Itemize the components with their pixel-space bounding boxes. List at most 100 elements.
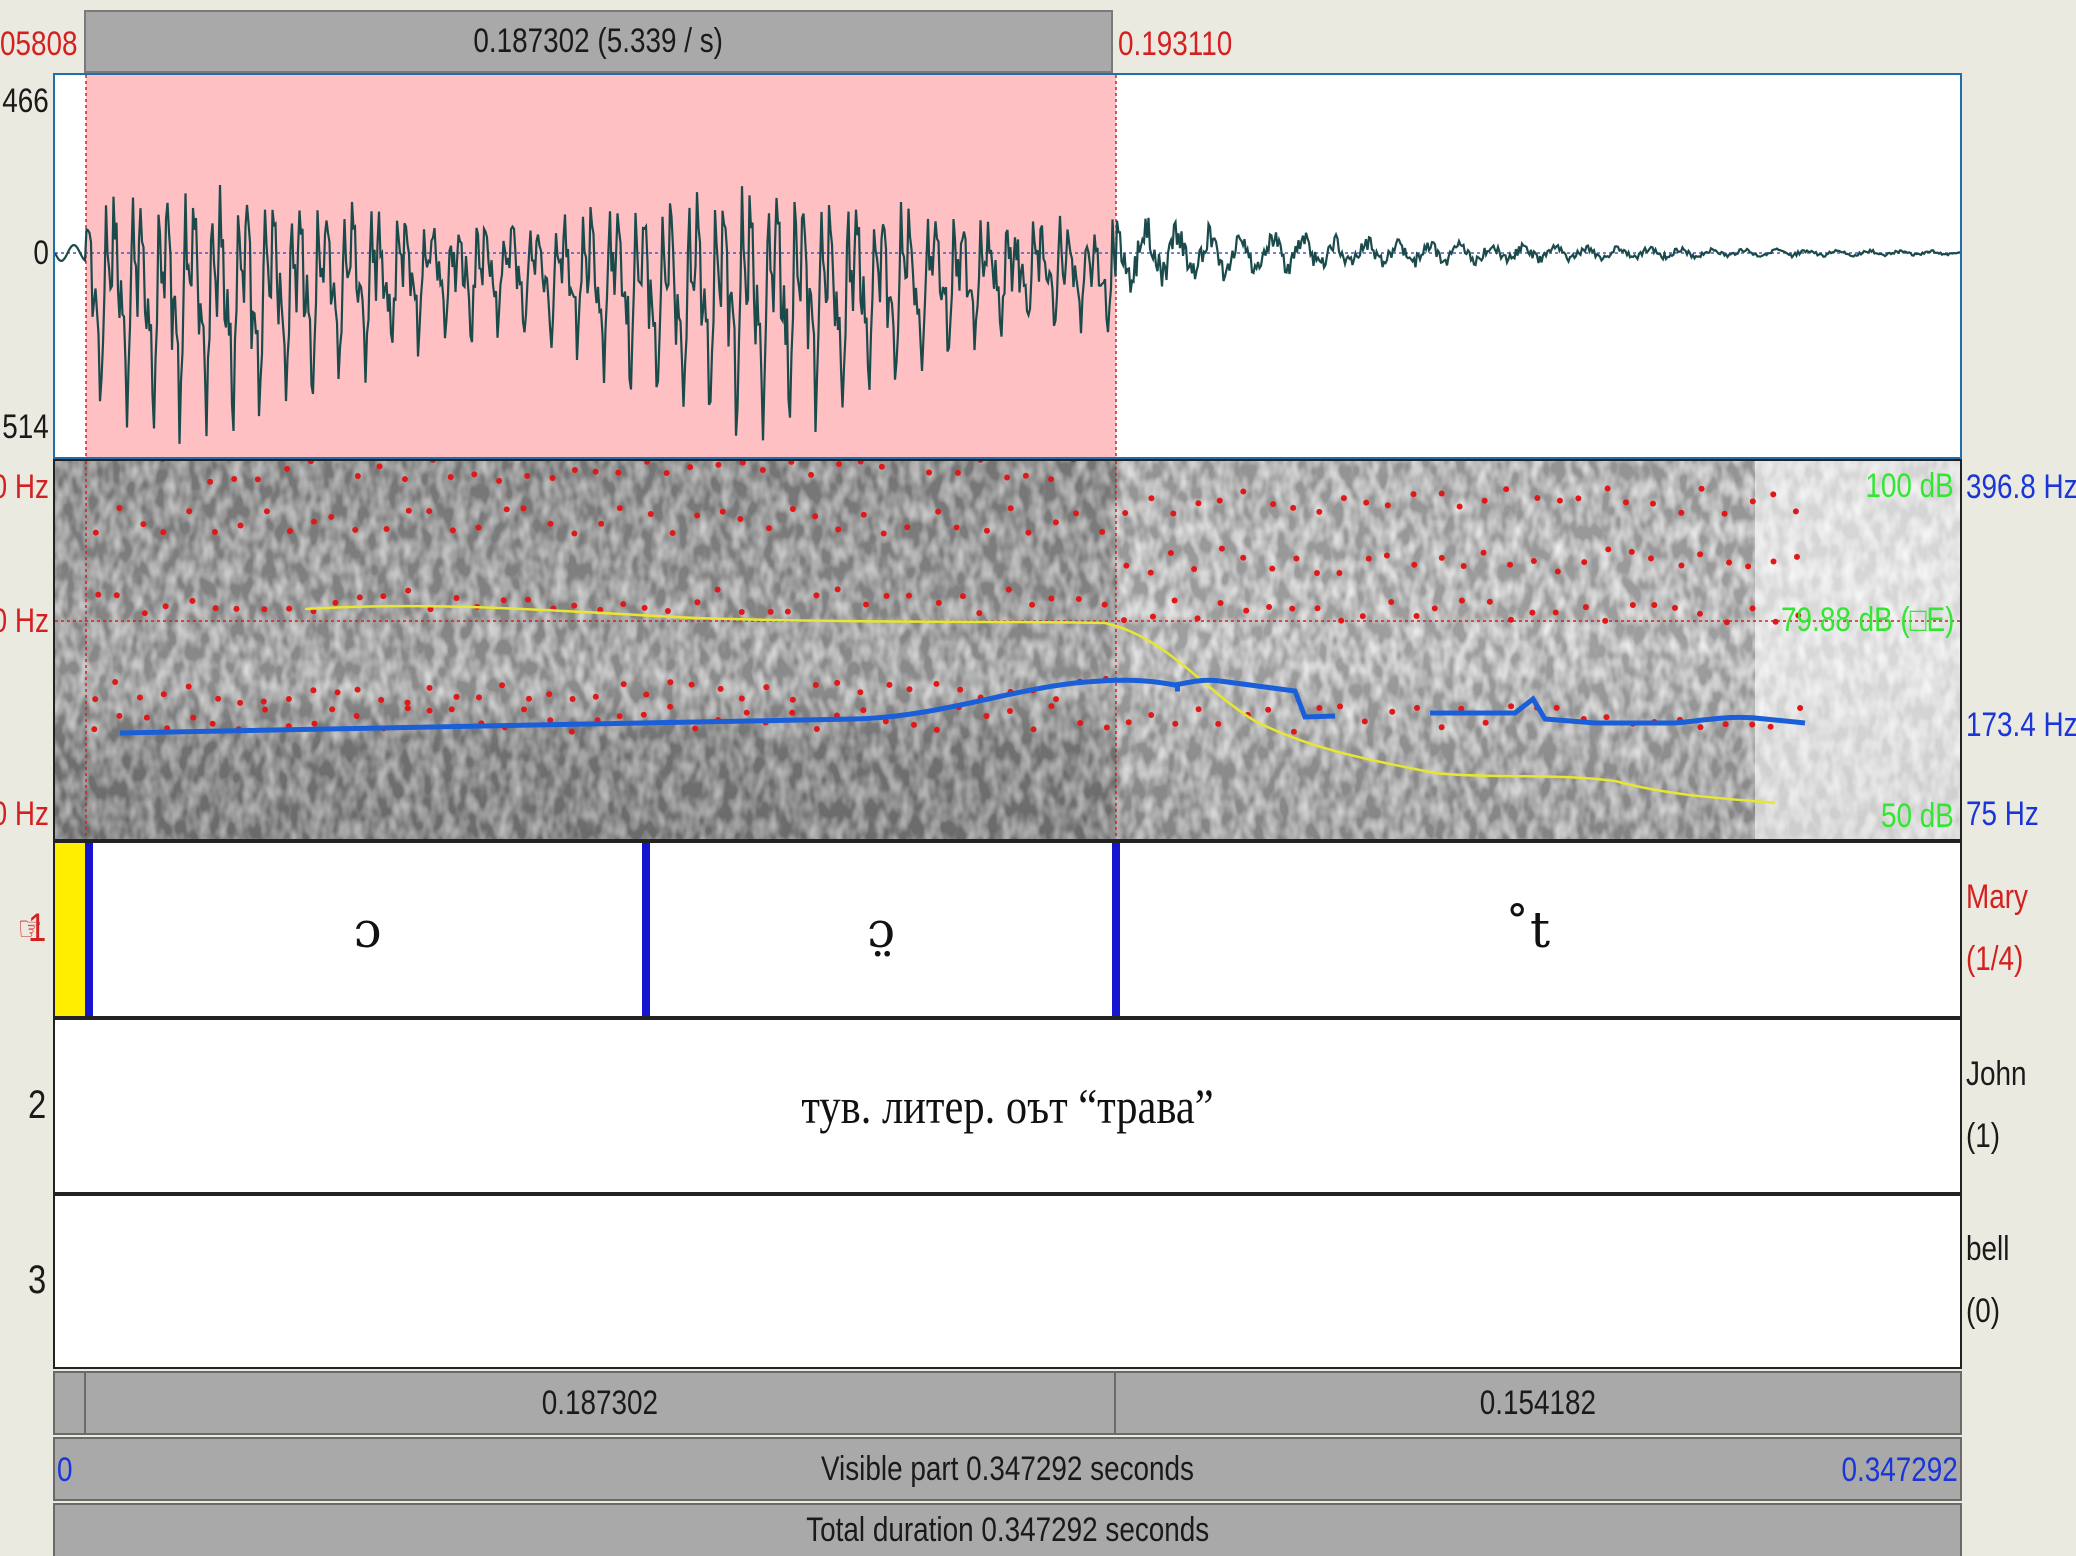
formant-dot [692, 725, 699, 732]
tier-1-boundary[interactable] [85, 843, 93, 1016]
formant-dot [1217, 599, 1224, 606]
formant-dot [1340, 495, 1347, 502]
formant-dot [1170, 510, 1177, 517]
formant-dot [286, 605, 293, 612]
formant-dot [880, 530, 887, 537]
formant-dot [694, 599, 701, 606]
formant-dot [1438, 490, 1445, 497]
formant-dot [1767, 723, 1774, 730]
formant-dot [1438, 724, 1445, 731]
formant-dot [329, 706, 336, 713]
formant-dot [287, 528, 294, 535]
formant-dot [405, 587, 412, 594]
formant-dot [906, 686, 913, 693]
formant-dot [1007, 707, 1014, 714]
formant-dot [185, 683, 192, 690]
tier-2-john[interactable]: тув. литер. оът “трава” [53, 1018, 1962, 1194]
formant-dot [694, 512, 701, 519]
formant-dot [1005, 586, 1012, 593]
formant-dot [935, 508, 942, 515]
formant-dot [789, 505, 796, 512]
total-duration-label: Total duration 0.347292 seconds [805, 1511, 1210, 1549]
formant-dot [1120, 617, 1127, 624]
formant-dot [160, 529, 167, 536]
formant-dot [1099, 528, 1106, 535]
formant-dot [1171, 597, 1178, 604]
tier-1-interval[interactable]: ɔ̤ [650, 843, 1112, 1016]
formant-dot [568, 728, 575, 735]
tier-1-boundary[interactable] [1112, 843, 1120, 1016]
tier-2-interval[interactable]: тув. литер. оът “трава” [55, 1020, 1960, 1192]
formant-dot [1481, 497, 1488, 504]
formant-dot [376, 463, 383, 470]
formant-dot [211, 529, 218, 536]
formant-dot [448, 706, 455, 713]
formant-dot [1338, 617, 1345, 624]
formant-dot [401, 476, 408, 483]
tier-1-interval[interactable]: ̊t [1120, 843, 1960, 1016]
duration-bar[interactable]: 0.187302 0.154182 [53, 1371, 1962, 1435]
formant-dot [354, 473, 361, 480]
formant-dot [1103, 724, 1110, 731]
formant-dot [1389, 708, 1396, 715]
formant-dot [1195, 500, 1202, 507]
formant-dot [766, 525, 773, 532]
formant-dot [1772, 618, 1779, 625]
formant-dot [1269, 565, 1276, 572]
formant-dot [1482, 719, 1489, 726]
duration-segment-left[interactable]: 0.187302 [86, 1373, 1116, 1433]
visible-start-label: 0 [57, 1451, 73, 1489]
formant-dot [1486, 598, 1493, 605]
total-duration-bar[interactable]: Total duration 0.347292 seconds [53, 1503, 1962, 1556]
formant-dot [808, 471, 815, 478]
selection-start-label: 05808 [0, 25, 78, 63]
pitch-max-label: 396.8 Hz [1966, 468, 2076, 506]
formant-dot [1077, 719, 1084, 726]
tier-1-interval[interactable]: ɔ [93, 843, 642, 1016]
formant-dot [1628, 548, 1635, 555]
formant-dot [738, 609, 745, 616]
duration-segment-start[interactable] [55, 1373, 86, 1433]
formant-dot [116, 712, 123, 719]
tier-3-number[interactable]: 3 [27, 1258, 46, 1302]
formant-dot [904, 524, 911, 531]
visible-part-bar[interactable]: 0 Visible part 0.347292 seconds 0.347292 [53, 1437, 1962, 1501]
formant-dot [1749, 498, 1756, 505]
formant-dot [1289, 605, 1296, 612]
selection-duration-label: 0.187302 (5.339 / s) [473, 22, 724, 60]
visible-part-label: Visible part 0.347292 seconds [820, 1449, 1195, 1488]
formant-dot [500, 597, 507, 604]
formant-dot [1413, 704, 1420, 711]
formant-dot [615, 469, 622, 476]
formant-dot [310, 687, 317, 694]
spectrogram-top-label: 0 Hz [0, 468, 49, 506]
formant-dot [1313, 569, 1320, 576]
tier-2-number[interactable]: 2 [27, 1083, 46, 1127]
formant-dot [547, 520, 554, 527]
formant-dot [520, 706, 527, 713]
tier-1-number[interactable]: 1 [27, 906, 46, 950]
formant-dot [426, 684, 433, 691]
waveform-panel[interactable] [53, 73, 1962, 459]
formant-dot [1194, 615, 1201, 622]
formant-dot [231, 475, 238, 482]
tier-1-boundary[interactable] [642, 843, 650, 1016]
duration-segment-right[interactable]: 0.154182 [1116, 1373, 1960, 1433]
selection-duration-bar[interactable]: 0.187302 (5.339 / s) [84, 10, 1113, 73]
formant-dot [1388, 599, 1395, 606]
formant-dot [1022, 472, 1029, 479]
tier-1-mary[interactable]: ɔ ɔ̤ ̊t [53, 841, 1962, 1018]
formant-dot [112, 679, 119, 686]
formant-dot [1507, 561, 1514, 568]
formant-dot [812, 681, 819, 688]
formant-dot [788, 461, 795, 465]
formant-dot [233, 605, 240, 612]
formant-dot [92, 696, 99, 703]
formant-dot [1314, 605, 1321, 612]
formant-dot [1048, 595, 1055, 602]
formant-dot [1553, 704, 1560, 711]
tier-3-bell[interactable] [53, 1194, 1962, 1369]
spectrogram-panel[interactable]: 100 dB 79.88 dB (□E) 50 dB [53, 459, 1962, 841]
formant-dot [933, 726, 940, 733]
formant-dot [499, 682, 506, 689]
